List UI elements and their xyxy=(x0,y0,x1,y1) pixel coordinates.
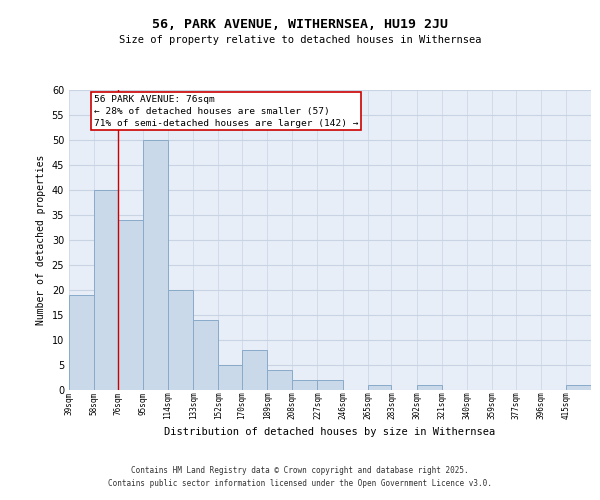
Bar xyxy=(218,365,242,390)
Text: Contains HM Land Registry data © Crown copyright and database right 2025.
Contai: Contains HM Land Registry data © Crown c… xyxy=(108,466,492,487)
Bar xyxy=(143,140,168,390)
X-axis label: Distribution of detached houses by size in Withernsea: Distribution of detached houses by size … xyxy=(164,428,496,438)
Bar xyxy=(69,295,94,390)
Bar xyxy=(168,290,193,390)
Bar xyxy=(118,220,143,390)
Bar xyxy=(566,385,591,390)
Bar xyxy=(368,385,391,390)
Bar xyxy=(416,385,442,390)
Bar xyxy=(267,370,292,390)
Text: 56 PARK AVENUE: 76sqm
← 28% of detached houses are smaller (57)
71% of semi-deta: 56 PARK AVENUE: 76sqm ← 28% of detached … xyxy=(94,95,359,128)
Bar xyxy=(94,190,118,390)
Text: Size of property relative to detached houses in Withernsea: Size of property relative to detached ho… xyxy=(119,35,481,45)
Text: 56, PARK AVENUE, WITHERNSEA, HU19 2JU: 56, PARK AVENUE, WITHERNSEA, HU19 2JU xyxy=(152,18,448,30)
Bar xyxy=(242,350,267,390)
Y-axis label: Number of detached properties: Number of detached properties xyxy=(36,155,46,325)
Bar xyxy=(193,320,218,390)
Bar xyxy=(317,380,343,390)
Bar xyxy=(292,380,317,390)
